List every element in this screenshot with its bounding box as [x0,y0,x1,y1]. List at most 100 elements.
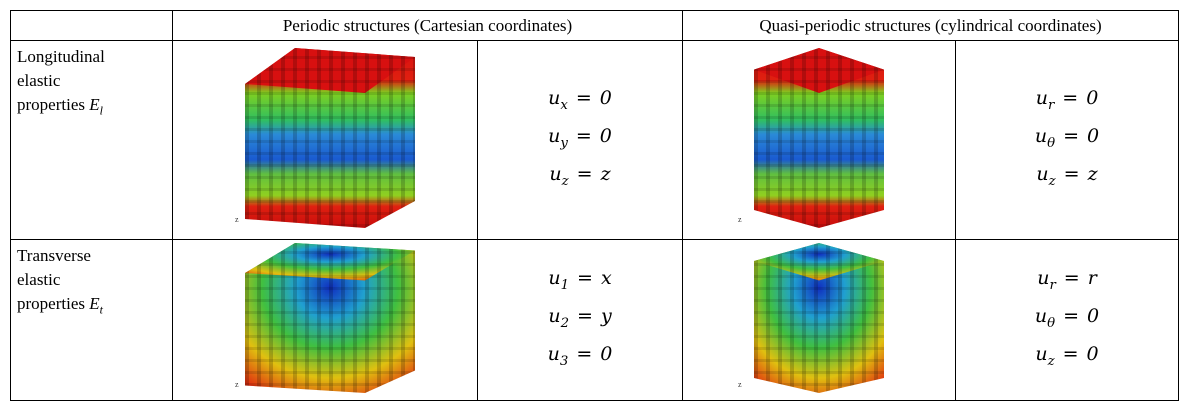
label-text: Transverse [17,246,91,265]
equation-lhs: u [1036,162,1049,185]
structure-image: z [738,242,884,393]
label-symbol: E [89,294,100,313]
equation: ux = 0 [478,83,682,121]
equation: uz = z [956,159,1178,197]
label-symbol-subscript: t [99,302,103,317]
equation-rhs: 0 [600,342,613,365]
equation-subscript: θ [1047,135,1056,151]
equation-rhs: 0 [1087,305,1100,328]
equation-subscript: y [560,135,568,151]
equation-subscript: r [1047,98,1055,114]
label-text: properties [17,294,85,313]
equation-lhs: u [549,162,562,185]
equation: u3 = 0 [478,339,682,377]
structure-image: z [738,47,884,228]
equation-cell: u1 = x u2 = y u3 = 0 [477,239,683,401]
equation-rhs: 0 [1086,342,1099,365]
equation-rhs: 0 [599,87,612,110]
header-cell: Periodic structures (Cartesian coordinat… [172,10,683,41]
structure-image: z [235,242,415,393]
equation-relation: = [576,342,593,365]
equation-subscript: θ [1047,315,1056,331]
label-line: elastic [17,69,166,93]
equation-subscript: z [561,173,569,189]
equation-relation: = [1063,267,1080,290]
image-cell: z [172,239,478,401]
label-line: properties Et [17,292,166,321]
label-text: elastic [17,71,61,90]
header-row: Periodic structures (Cartesian coordinat… [10,10,1179,41]
equation-lhs: u [1037,267,1050,290]
equation-relation: = [1062,342,1079,365]
equation-lhs: u [548,125,561,148]
equation-rhs: 0 [599,125,612,148]
equation-cell: ur = 0 uθ = 0 uz = z [955,40,1179,240]
equation: ur = 0 [956,83,1178,121]
equation: u1 = x [478,263,682,301]
equation-lhs: u [1035,342,1048,365]
equation-relation: = [577,305,593,328]
svg-text:z: z [235,380,239,389]
equation-rhs: x [600,267,612,290]
row-label: Transverse elastic properties Et [10,239,173,401]
equation-lhs: u [547,342,560,365]
equation-rhs: y [600,305,612,328]
equation-relation: = [1062,87,1079,110]
table: Periodic structures (Cartesian coordinat… [10,10,1179,401]
equation-lhs: u [1034,125,1048,148]
label-line: elastic [17,268,166,292]
header-cell: Quasi-periodic structures (cylindrical c… [682,10,1179,41]
equation-subscript: x [560,98,568,114]
equation: ur = r [956,263,1178,301]
equation-rhs: 0 [1087,125,1100,148]
equation-lhs: u [548,267,561,290]
svg-text:z: z [738,380,742,389]
equation-relation: = [1063,162,1080,185]
equation-relation: = [575,125,592,148]
label-text: properties [17,95,85,114]
equation-lhs: u [1035,87,1048,110]
svg-text:z: z [235,215,239,224]
svg-text:z: z [738,215,742,224]
image-cell: z [682,40,956,240]
equation-lhs: u [1034,305,1048,328]
equation-subscript: 2 [560,315,570,331]
row-label: Longitudinal elastic properties El [10,40,173,240]
equation-subscript: r [1049,278,1056,294]
equation-lhs: u [548,305,561,328]
equation: uθ = 0 [956,301,1178,339]
label-line: Transverse [17,244,166,268]
equation-cell: ur = r uθ = 0 uz = 0 [955,239,1179,401]
equation-relation: = [575,87,592,110]
equation-subscript: z [1047,353,1055,369]
label-text: elastic [17,270,61,289]
equation: uθ = 0 [956,121,1178,159]
empty-cell [10,10,173,41]
equation-rhs: z [600,162,611,185]
equation-subscript: 1 [560,278,570,294]
image-cell: z [172,40,478,240]
table-row: Longitudinal elastic properties El z ux = 0 uy =… [10,40,1179,240]
equation: uz = 0 [956,339,1178,377]
label-line: properties El [17,93,166,122]
equation: uz = z [478,159,682,197]
table-row: Transverse elastic properties Et z u1 = x u2 = y u… [10,239,1179,401]
equation-rhs: r [1087,267,1097,290]
equation-cell: ux = 0 uy = 0 uz = z [477,40,683,240]
equation-rhs: 0 [1086,87,1099,110]
table-body: Longitudinal elastic properties El z ux = 0 uy =… [10,40,1179,401]
equation: u2 = y [478,301,682,339]
equation-lhs: u [548,87,561,110]
equation-relation: = [576,162,593,185]
equation-relation: = [577,267,593,290]
equation-rhs: z [1087,162,1098,185]
equation-subscript: z [1048,173,1056,189]
equation: uy = 0 [478,121,682,159]
label-text: Longitudinal [17,47,105,66]
label-symbol: E [89,95,100,114]
equation-relation: = [1063,305,1080,328]
image-cell: z [682,239,956,401]
structure-image: z [235,47,415,228]
label-line: Longitudinal [17,45,166,69]
